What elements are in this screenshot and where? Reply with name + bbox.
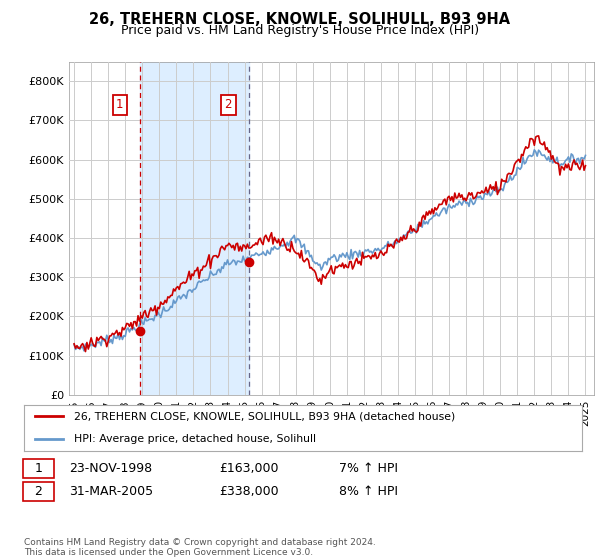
Text: HPI: Average price, detached house, Solihull: HPI: Average price, detached house, Soli… [74, 435, 316, 444]
Text: 1: 1 [34, 462, 43, 475]
Text: 26, TREHERN CLOSE, KNOWLE, SOLIHULL, B93 9HA (detached house): 26, TREHERN CLOSE, KNOWLE, SOLIHULL, B93… [74, 412, 455, 421]
Text: 7% ↑ HPI: 7% ↑ HPI [339, 462, 398, 475]
Text: 8% ↑ HPI: 8% ↑ HPI [339, 485, 398, 498]
Text: 1: 1 [116, 98, 124, 111]
Text: 2: 2 [224, 98, 232, 111]
Bar [140, 62, 249, 395]
Text: Contains HM Land Registry data © Crown copyright and database right 2024.
This d: Contains HM Land Registry data © Crown c… [24, 538, 376, 557]
Text: £163,000: £163,000 [219, 462, 278, 475]
Text: Price paid vs. HM Land Registry's House Price Index (HPI): Price paid vs. HM Land Registry's House … [121, 24, 479, 36]
Text: 23-NOV-1998: 23-NOV-1998 [69, 462, 152, 475]
Text: 2: 2 [34, 485, 43, 498]
Text: 31-MAR-2005: 31-MAR-2005 [69, 485, 153, 498]
Text: £338,000: £338,000 [219, 485, 278, 498]
Text: 26, TREHERN CLOSE, KNOWLE, SOLIHULL, B93 9HA: 26, TREHERN CLOSE, KNOWLE, SOLIHULL, B93… [89, 12, 511, 27]
